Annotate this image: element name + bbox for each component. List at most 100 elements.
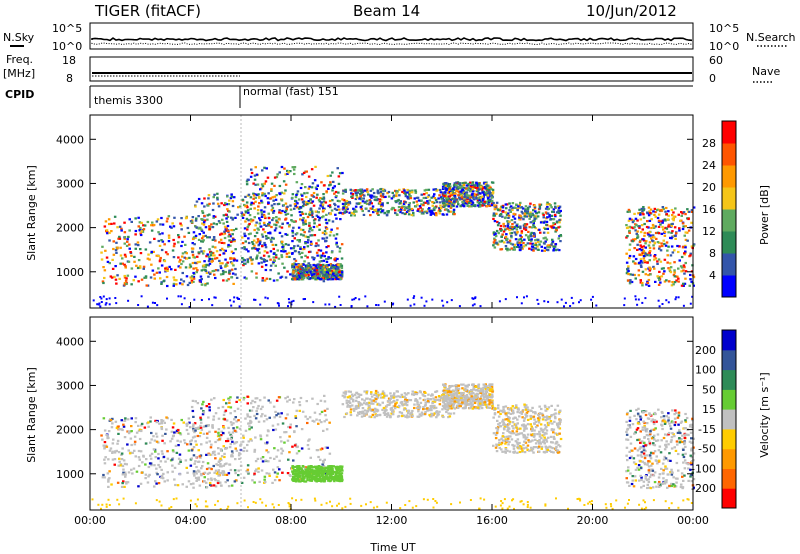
echo-cell (436, 398, 440, 401)
echo-cell (194, 205, 197, 208)
echo-cell (160, 420, 163, 424)
echo-cell (171, 449, 175, 452)
echo-cell (203, 471, 207, 474)
echo-cell (246, 258, 249, 261)
echo-cell (199, 456, 202, 459)
echo-cell (187, 432, 190, 435)
echo-cell (111, 450, 114, 453)
echo-cell (293, 245, 296, 248)
echo-cell (518, 218, 521, 221)
echo-cell (263, 182, 266, 185)
echo-cell (415, 200, 418, 203)
echo-cell (118, 225, 122, 228)
echo-cell (149, 420, 152, 423)
echo-cell (487, 189, 491, 192)
echo-cell (226, 215, 230, 218)
echo-cell (242, 434, 245, 437)
echo-cell (630, 218, 633, 221)
echo-cell (272, 405, 276, 408)
echo-cell (452, 412, 456, 415)
echo-cell (554, 215, 557, 218)
echo-cell (295, 425, 298, 428)
echo-cell (203, 264, 207, 267)
echo-cell (652, 225, 655, 228)
echo-cell (166, 284, 169, 288)
echo-cell (247, 211, 250, 214)
echo-cell (295, 181, 299, 184)
echo-cell (489, 192, 492, 195)
echo-cell (306, 245, 310, 248)
echo-cell (641, 284, 644, 287)
nsky-tick-bottom-left: 10^0 (52, 40, 82, 53)
echo-cell (471, 188, 474, 191)
echo-cell (519, 237, 522, 241)
echo-cell (657, 213, 661, 216)
echo-cell (256, 248, 259, 251)
echo-cell (523, 238, 526, 241)
echo-cell (248, 214, 252, 217)
echo-cell (143, 426, 147, 429)
echo-cell (272, 217, 275, 220)
power-colorbar-label: Power [dB] (758, 185, 771, 245)
echo-cell (196, 261, 200, 264)
echo-cell (628, 225, 631, 228)
echo-cell (692, 243, 696, 246)
echo-cell (223, 232, 227, 235)
echo-cell (153, 464, 156, 467)
echo-cell (492, 214, 495, 217)
echo-cell (254, 247, 257, 250)
echo-cell (356, 414, 359, 417)
echo-cell (257, 195, 261, 199)
echo-cell (522, 218, 525, 221)
echo-cell (527, 235, 530, 238)
echo-cell (672, 216, 676, 219)
echo-cell (100, 258, 104, 261)
echo-cell (246, 225, 250, 229)
echo-cell (331, 189, 334, 192)
echo-cell (380, 203, 383, 206)
echo-cell (270, 225, 273, 229)
echo-cell (207, 453, 210, 456)
echo-cell (208, 248, 211, 251)
echo-cell (398, 188, 401, 191)
echo-cell (210, 443, 213, 446)
echo-cell (690, 221, 693, 224)
echo-cell (138, 265, 142, 268)
echo-cell (103, 476, 106, 479)
echo-cell (496, 224, 500, 227)
echo-cell (302, 203, 306, 206)
echo-cell (350, 305, 353, 308)
echo-cell (673, 275, 677, 278)
echo-cell (413, 403, 416, 406)
echo-cell (317, 271, 321, 274)
echo-cell (152, 448, 156, 451)
echo-cell (108, 303, 111, 306)
echo-cell (660, 267, 664, 270)
echo-cell (432, 397, 435, 400)
echo-cell (645, 283, 648, 286)
echo-cell (559, 214, 562, 217)
echo-cell (525, 223, 529, 226)
echo-cell (306, 277, 309, 280)
echo-cell (180, 303, 183, 306)
echo-cell (645, 225, 649, 229)
echo-cell (499, 224, 503, 228)
echo-cell (264, 180, 268, 183)
echo-cell (217, 474, 220, 477)
echo-cell (103, 429, 107, 432)
echo-cell (532, 224, 535, 227)
echo-cell (476, 188, 479, 191)
echo-cell (225, 203, 228, 206)
echo-cell (477, 188, 480, 191)
echo-cell (518, 246, 521, 249)
echo-cell (191, 261, 195, 265)
echo-cell (204, 282, 207, 286)
echo-cell (324, 275, 327, 278)
echo-cell (326, 446, 329, 449)
echo-cell (354, 407, 358, 410)
echo-cell (405, 393, 408, 396)
echo-cell (259, 438, 263, 441)
echo-cell (192, 425, 195, 428)
echo-cell (103, 458, 106, 461)
echo-cell (260, 201, 264, 204)
